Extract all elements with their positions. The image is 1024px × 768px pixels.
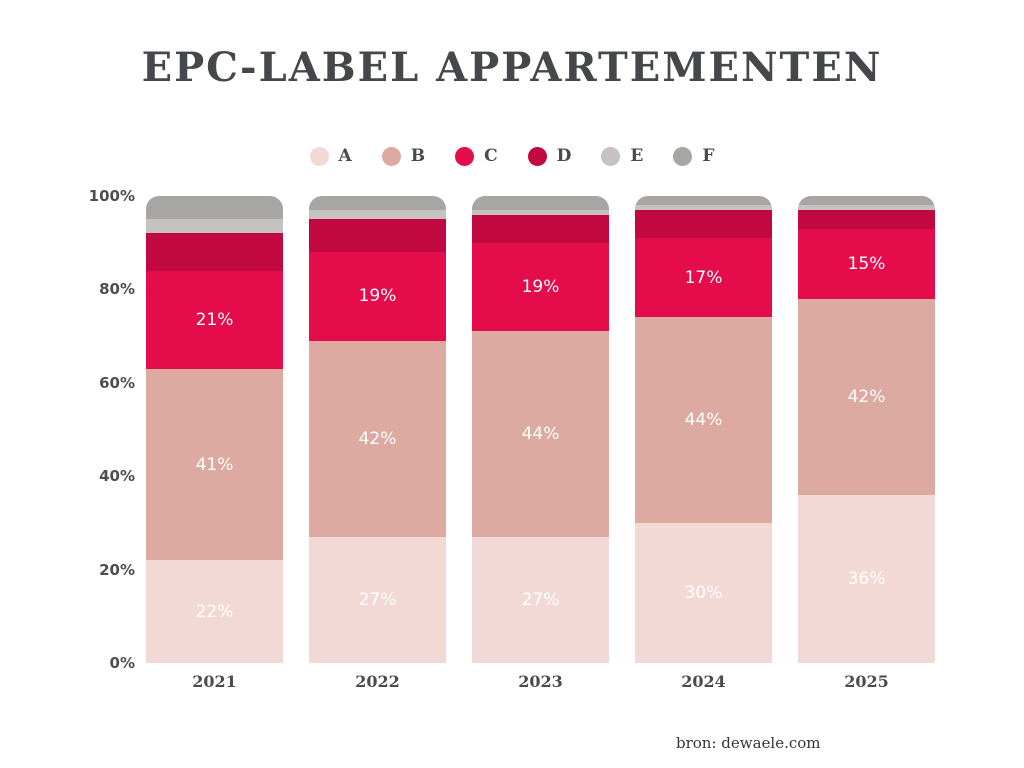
source-credit: bron: dewaele.com [676, 734, 821, 752]
bar-segment-value-label: 27% [521, 589, 560, 610]
stacked-bar-2025: 36% 42% 15% [798, 196, 935, 663]
bar-segment-f [798, 196, 935, 206]
bar-segment-e [635, 205, 772, 211]
legend-item-b: B [381, 146, 426, 166]
y-tick-label: 60% [99, 373, 135, 392]
bar-segment-value-label: 44% [684, 410, 723, 431]
bar-segment-d [146, 233, 283, 271]
bar-segment-c: 19% [472, 242, 609, 332]
legend-swatch-icon [309, 146, 329, 166]
bar-segment-value-label: 36% [847, 568, 886, 589]
bar-segment-value-label: 15% [847, 253, 886, 274]
bar-segment-a: 27% [309, 536, 446, 663]
y-tick-label: 80% [99, 280, 135, 299]
x-tick-label: 2025 [844, 672, 889, 691]
bar-segment-value-label: 30% [684, 582, 723, 603]
bar-segment-b: 42% [798, 298, 935, 495]
legend-item-e: E [601, 146, 643, 166]
bar-segment-f [146, 196, 283, 220]
legend: A B C D E F [0, 146, 1024, 166]
bar-segment-value-label: 17% [684, 267, 723, 288]
bar-segment-f [635, 196, 772, 206]
legend-swatch-icon [455, 146, 475, 166]
bar-segment-d [635, 210, 772, 239]
bar-segment-a: 27% [472, 536, 609, 663]
chart-title: EPC-LABEL APPARTEMENTEN [141, 44, 883, 91]
bar-segment-e [309, 210, 446, 220]
bar-segment-value-label: 19% [358, 286, 397, 307]
bar-segment-value-label: 27% [358, 589, 397, 610]
bar-segment-b: 44% [635, 317, 772, 523]
y-tick-label: 20% [99, 560, 135, 579]
legend-swatch-icon [601, 146, 621, 166]
bar-segment-b: 44% [472, 331, 609, 537]
legend-item-c: C [455, 146, 498, 166]
legend-label: E [630, 146, 644, 166]
bar-segment-value-label: 22% [195, 601, 234, 622]
legend-item-d: D [527, 146, 572, 166]
bar-segment-value-label: 21% [195, 309, 234, 330]
bar-segment-value-label: 41% [195, 454, 234, 475]
bar-segment-value-label: 19% [521, 277, 560, 298]
bar-segment-c: 15% [798, 228, 935, 299]
bar-segment-f [309, 196, 446, 211]
legend-swatch-icon [381, 146, 401, 166]
bar-segment-d [798, 210, 935, 229]
legend-swatch-icon [673, 146, 693, 166]
stacked-bar-2022: 27% 42% 19% [309, 196, 446, 663]
legend-item-a: A [309, 146, 352, 166]
bar-segment-value-label: 42% [358, 428, 397, 449]
bar-segment-c: 17% [635, 238, 772, 318]
bar-segment-value-label: 42% [847, 386, 886, 407]
legend-label: C [484, 146, 498, 166]
stacked-bar-2024: 30% 44% 17% [635, 196, 772, 663]
legend-item-f: F [673, 146, 714, 166]
y-tick-label: 40% [99, 467, 135, 486]
x-axis: 2021 2022 2023 2024 2025 [146, 672, 935, 691]
bar-segment-e [146, 219, 283, 234]
bar-segment-c: 19% [309, 252, 446, 341]
stacked-bar-2023: 27% 44% 19% [472, 196, 609, 663]
legend-label: B [410, 146, 426, 166]
bar-segment-b: 41% [146, 368, 283, 561]
plot-area: 22% 41% 21% 27% 42% 19% 27% 44% 19% 30% 44% 17% 36% 4… [146, 196, 935, 663]
x-tick-label: 2023 [518, 672, 563, 691]
bar-segment-f [472, 196, 609, 211]
legend-swatch-icon [527, 146, 547, 166]
bar-segment-value-label: 44% [521, 424, 560, 445]
y-tick-label: 0% [109, 654, 135, 672]
bar-segment-c: 21% [146, 270, 283, 369]
stacked-bar-2021: 22% 41% 21% [146, 196, 283, 663]
bar-segment-a: 36% [798, 494, 935, 663]
y-tick-label: 100% [88, 187, 135, 205]
bar-segment-a: 22% [146, 560, 283, 663]
x-tick-label: 2021 [192, 672, 237, 691]
bar-segment-d [309, 219, 446, 253]
x-tick-label: 2024 [681, 672, 726, 691]
x-tick-label: 2022 [355, 672, 400, 691]
legend-label: D [556, 146, 572, 166]
bar-segment-b: 42% [309, 340, 446, 537]
bar-segment-e [472, 210, 609, 215]
legend-label: F [702, 146, 715, 166]
bar-segment-a: 30% [635, 522, 772, 663]
bar-segment-d [472, 214, 609, 243]
legend-label: A [338, 146, 352, 166]
bar-segment-e [798, 205, 935, 211]
